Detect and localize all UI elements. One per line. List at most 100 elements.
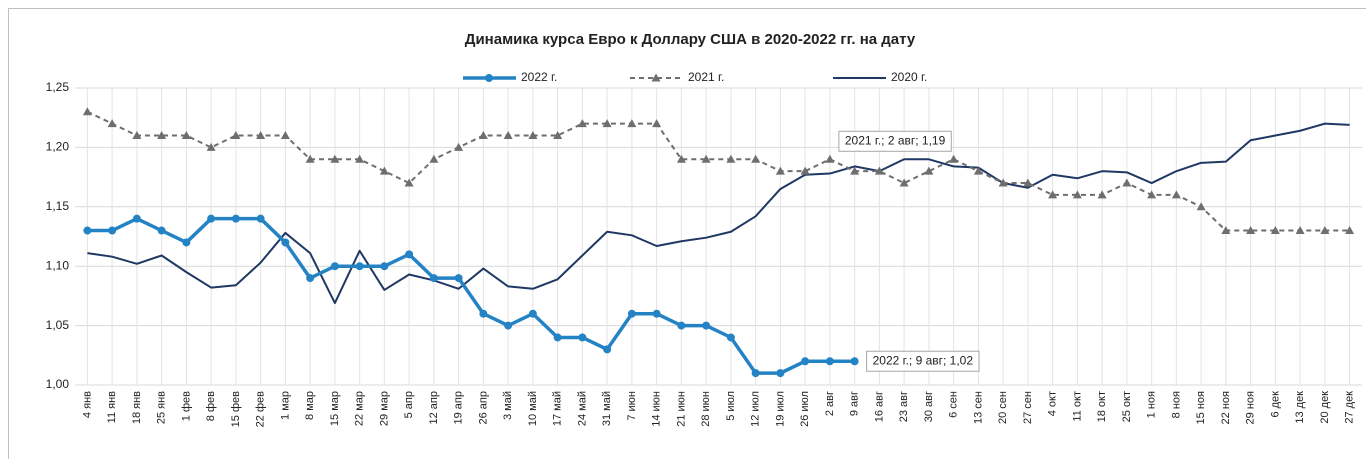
series-line [87, 216, 855, 375]
marker [231, 131, 241, 140]
marker [627, 119, 637, 128]
marker [998, 178, 1008, 187]
marker [528, 131, 538, 140]
x-tick-label: 27 дек [1344, 391, 1356, 424]
marker [651, 73, 661, 82]
marker [1270, 226, 1280, 235]
x-tick-label: 11 янв [106, 391, 118, 424]
marker [775, 166, 785, 175]
marker [726, 333, 735, 342]
marker [83, 226, 92, 235]
marker [355, 154, 365, 163]
marker [676, 154, 686, 163]
legend-label: 2022 г. [521, 70, 557, 84]
x-tick-label: 20 дек [1319, 391, 1331, 424]
x-tick-label: 25 окт [1121, 391, 1133, 422]
marker [1345, 226, 1355, 235]
marker [454, 274, 463, 283]
marker [355, 262, 364, 271]
x-tick-label: 18 янв [131, 391, 143, 424]
x-tick-label: 5 июл [725, 391, 737, 421]
marker [503, 131, 513, 140]
marker [306, 274, 315, 283]
marker [504, 321, 513, 330]
marker [181, 131, 191, 140]
marker [949, 154, 959, 163]
marker [330, 154, 340, 163]
x-tick-label: 26 июл [799, 391, 811, 427]
x-tick-label: 10 май [527, 391, 539, 426]
y-tick-label: 1,00 [46, 377, 70, 391]
marker [577, 119, 587, 128]
marker [429, 274, 438, 283]
x-tick-label: 5 апр [403, 391, 415, 418]
marker [379, 166, 389, 175]
x-tick-label: 28 июн [700, 391, 712, 427]
marker [330, 262, 339, 271]
marker [280, 131, 290, 140]
legend-label: 2021 г. [688, 70, 724, 84]
x-tick-label: 29 ноя [1245, 391, 1257, 424]
marker [850, 166, 860, 175]
x-tick-label: 23 авг [898, 391, 910, 422]
marker [850, 357, 859, 366]
marker [1320, 226, 1330, 235]
x-tick-label: 22 мар [354, 391, 366, 426]
x-tick-label: 13 дек [1294, 391, 1306, 424]
marker [652, 309, 661, 318]
marker [627, 309, 636, 318]
marker [479, 309, 488, 318]
marker [132, 131, 142, 140]
x-tick-label: 1 ноя [1146, 391, 1158, 418]
marker [231, 214, 240, 223]
marker [478, 131, 488, 140]
marker [404, 178, 414, 187]
x-tick-label: 31 май [601, 391, 613, 426]
x-tick-label: 7 июн [626, 391, 638, 421]
x-tick-label: 17 май [552, 391, 564, 426]
marker [825, 154, 835, 163]
x-tick-label: 6 дек [1269, 391, 1281, 418]
x-tick-label: 4 окт [1047, 391, 1059, 416]
marker [800, 166, 810, 175]
y-tick-label: 1,25 [46, 80, 70, 94]
marker [108, 226, 117, 235]
x-tick-label: 12 июл [750, 391, 762, 427]
y-tick-label: 1,10 [46, 258, 70, 272]
x-tick-label: 8 мар [304, 391, 316, 420]
marker [825, 357, 834, 366]
x-tick-label: 8 фев [205, 391, 217, 421]
x-tick-label: 25 янв [156, 391, 168, 424]
marker [677, 321, 686, 330]
x-tick-label: 30 авг [923, 391, 935, 422]
marker [82, 107, 92, 116]
marker [1171, 190, 1181, 199]
x-tick-label: 6 сен [948, 391, 960, 418]
marker [973, 166, 983, 175]
marker [305, 154, 315, 163]
marker [751, 369, 760, 378]
marker [256, 214, 265, 223]
marker [528, 309, 537, 318]
marker [1048, 190, 1058, 199]
marker [553, 333, 562, 342]
annotation-box [866, 350, 980, 372]
x-tick-label: 14 июн [651, 391, 663, 427]
marker [206, 142, 216, 151]
x-tick-label: 21 июн [675, 391, 687, 427]
marker [405, 250, 414, 259]
marker [1097, 190, 1107, 199]
x-tick-label: 1 фев [180, 391, 192, 421]
marker [107, 119, 117, 128]
x-tick-label: 13 сен [972, 391, 984, 424]
marker [157, 131, 167, 140]
marker [1147, 190, 1157, 199]
marker [157, 226, 166, 235]
marker [1023, 178, 1033, 187]
marker [1072, 190, 1082, 199]
x-tick-label: 15 мар [329, 391, 341, 426]
x-tick-label: 15 ноя [1195, 391, 1207, 424]
marker [380, 262, 389, 271]
x-tick-label: 9 авг [849, 391, 861, 416]
